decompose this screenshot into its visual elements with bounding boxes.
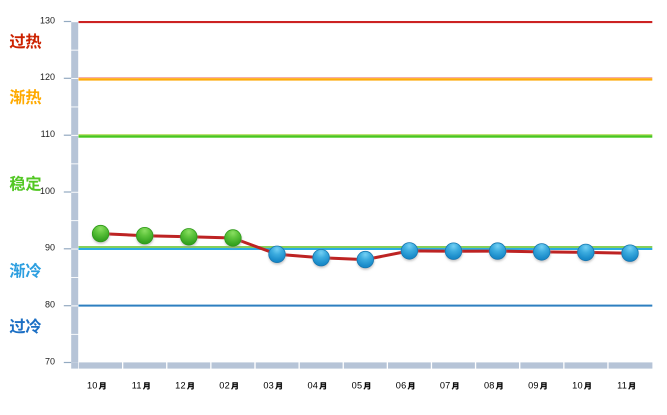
svg-text:12: 12 bbox=[175, 380, 186, 390]
svg-text:70: 70 bbox=[45, 356, 55, 366]
svg-text:120: 120 bbox=[40, 72, 55, 82]
svg-text:02: 02 bbox=[219, 380, 230, 390]
svg-text:10: 10 bbox=[572, 380, 583, 390]
svg-text:08: 08 bbox=[484, 380, 495, 390]
svg-text:130: 130 bbox=[40, 15, 55, 25]
svg-text:90: 90 bbox=[45, 243, 55, 253]
svg-text:09: 09 bbox=[528, 380, 539, 390]
svg-text:06: 06 bbox=[396, 380, 407, 390]
svg-text:10: 10 bbox=[87, 380, 98, 390]
svg-text:07: 07 bbox=[440, 380, 451, 390]
svg-text:05: 05 bbox=[352, 380, 363, 390]
svg-text:11: 11 bbox=[617, 380, 627, 390]
svg-text:100: 100 bbox=[40, 186, 55, 196]
svg-text:03: 03 bbox=[263, 380, 274, 390]
svg-text:80: 80 bbox=[45, 300, 55, 310]
svg-text:04: 04 bbox=[307, 380, 318, 390]
svg-text:11: 11 bbox=[132, 380, 142, 390]
svg-text:110: 110 bbox=[41, 129, 55, 139]
